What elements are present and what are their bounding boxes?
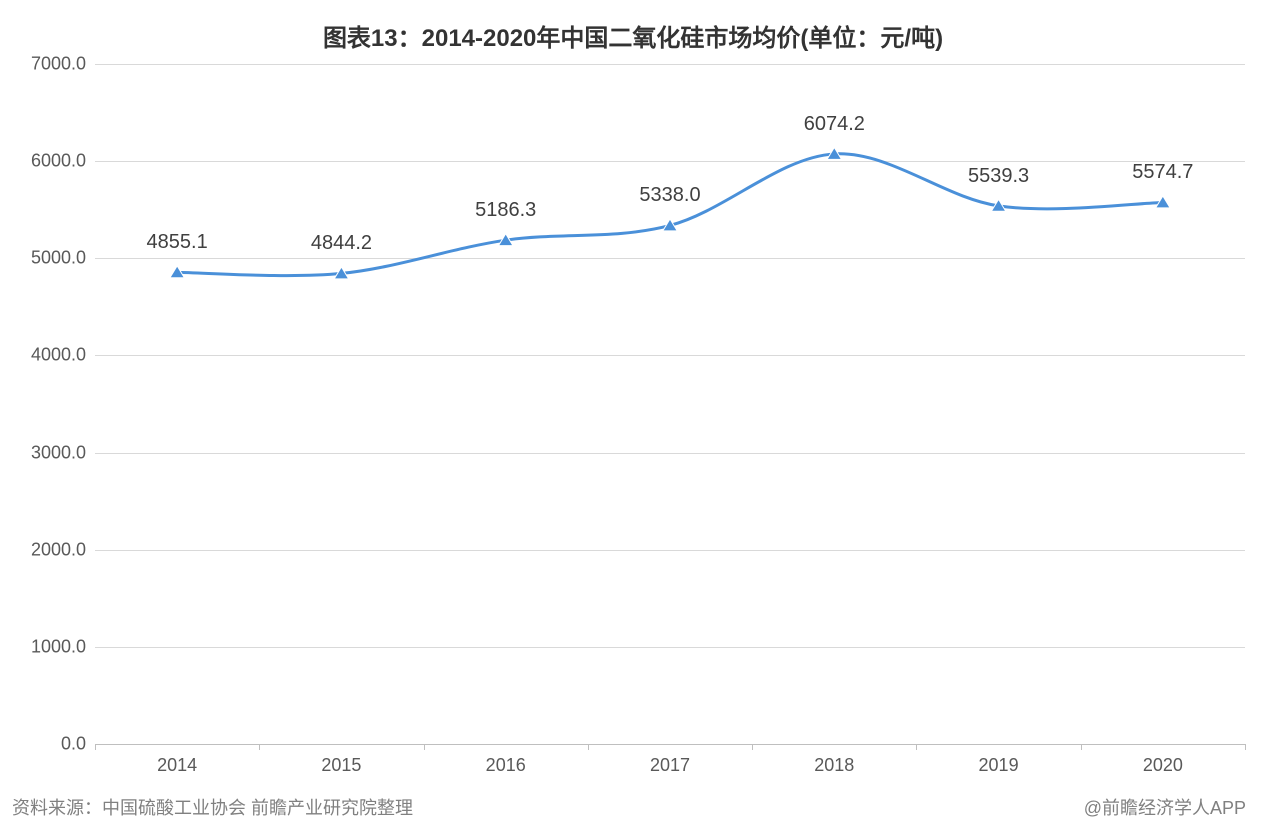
series-marker bbox=[1156, 196, 1170, 208]
gridline bbox=[95, 161, 1245, 162]
data-label: 5574.7 bbox=[1132, 161, 1193, 184]
y-tick-label: 7000.0 bbox=[6, 54, 86, 75]
chart-container: 图表13：2014-2020年中国二氧化硅市场均价(单位：元/吨) 0.0 100… bbox=[0, 0, 1266, 832]
gridline bbox=[95, 550, 1245, 551]
chart-title: 图表13：2014-2020年中国二氧化硅市场均价(单位：元/吨) bbox=[0, 0, 1266, 53]
series-marker bbox=[170, 266, 184, 278]
y-tick-label: 2000.0 bbox=[6, 539, 86, 560]
gridline bbox=[95, 355, 1245, 356]
y-tick-label: 0.0 bbox=[6, 734, 86, 755]
y-tick-label: 3000.0 bbox=[6, 442, 86, 463]
x-tick-label: 2014 bbox=[157, 755, 197, 776]
source-label: 资料来源：中国硫酸工业协会 前瞻产业研究院整理 bbox=[12, 794, 413, 820]
x-tick-label: 2020 bbox=[1143, 755, 1183, 776]
x-tick-label: 2015 bbox=[321, 755, 361, 776]
data-label: 5186.3 bbox=[475, 199, 536, 222]
gridline bbox=[95, 258, 1245, 259]
x-tick bbox=[259, 744, 260, 750]
x-tick bbox=[588, 744, 589, 750]
gridline bbox=[95, 647, 1245, 648]
x-tick-label: 2018 bbox=[814, 755, 854, 776]
data-label: 6074.2 bbox=[804, 113, 865, 136]
gridline bbox=[95, 453, 1245, 454]
series-marker bbox=[334, 267, 348, 279]
data-label: 5539.3 bbox=[968, 165, 1029, 188]
x-tick bbox=[95, 744, 96, 750]
series-marker bbox=[991, 199, 1005, 211]
data-label: 4855.1 bbox=[147, 231, 208, 254]
y-tick-label: 5000.0 bbox=[6, 248, 86, 269]
x-tick-label: 2019 bbox=[979, 755, 1019, 776]
x-tick bbox=[424, 744, 425, 750]
x-tick bbox=[916, 744, 917, 750]
series-marker bbox=[827, 147, 841, 159]
x-tick-label: 2016 bbox=[486, 755, 526, 776]
x-axis-line bbox=[95, 744, 1245, 745]
series-marker bbox=[663, 219, 677, 231]
x-tick bbox=[1245, 744, 1246, 750]
y-tick-label: 4000.0 bbox=[6, 345, 86, 366]
data-label: 4844.2 bbox=[311, 232, 372, 255]
attribution-label: @前瞻经济学人APP bbox=[1084, 794, 1246, 820]
data-label: 5338.0 bbox=[639, 184, 700, 207]
y-tick-label: 6000.0 bbox=[6, 151, 86, 172]
x-tick-label: 2017 bbox=[650, 755, 690, 776]
series-marker bbox=[499, 234, 513, 246]
x-tick bbox=[1081, 744, 1082, 750]
x-tick bbox=[752, 744, 753, 750]
line-series bbox=[0, 0, 1266, 832]
gridline bbox=[95, 64, 1245, 65]
y-tick-label: 1000.0 bbox=[6, 636, 86, 657]
